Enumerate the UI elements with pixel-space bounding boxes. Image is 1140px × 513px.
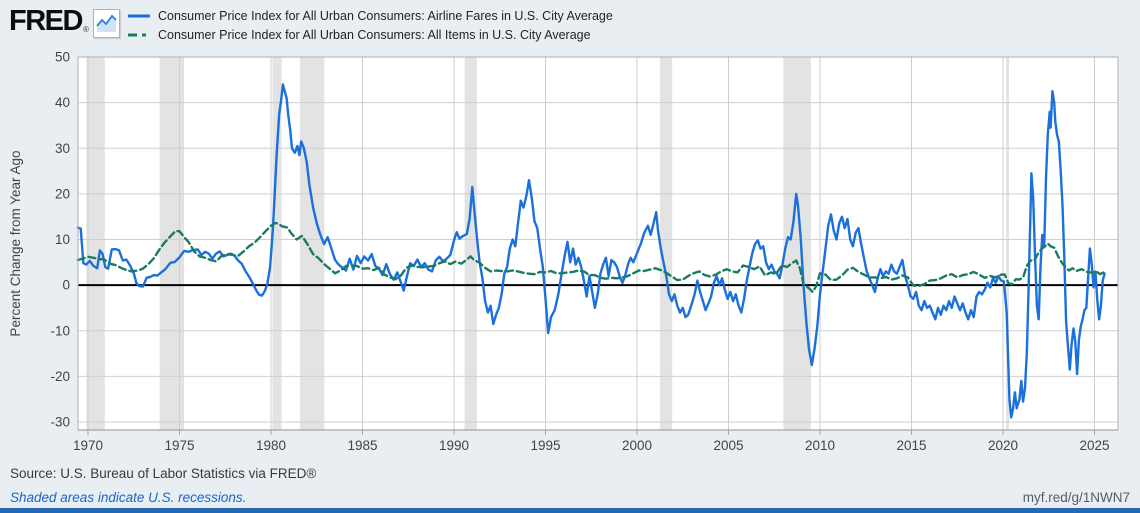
svg-text:30: 30: [55, 141, 70, 156]
svg-text:Percent Change from Year Ago: Percent Change from Year Ago: [8, 150, 23, 336]
svg-text:2005: 2005: [713, 438, 743, 453]
svg-text:2010: 2010: [805, 438, 835, 453]
legend-swatch-airline-icon: [128, 14, 150, 17]
svg-text:2015: 2015: [896, 438, 926, 453]
legend-item-airline-fares[interactable]: Consumer Price Index for All Urban Consu…: [127, 6, 613, 25]
legend-item-all-items[interactable]: Consumer Price Index for All Urban Consu…: [127, 25, 613, 44]
svg-text:0: 0: [62, 278, 70, 293]
fred-logo[interactable]: FRED ®: [9, 5, 89, 37]
svg-text:1985: 1985: [347, 438, 377, 453]
footer-accent-bar: [0, 508, 1140, 513]
short-url: myf.red/g/1NWN7: [1022, 490, 1130, 505]
svg-text:20: 20: [55, 186, 70, 201]
legend-swatch-all-items-icon: [128, 33, 150, 36]
svg-text:2020: 2020: [988, 438, 1018, 453]
svg-text:2000: 2000: [622, 438, 652, 453]
svg-text:-10: -10: [50, 323, 70, 338]
svg-text:1970: 1970: [73, 438, 103, 453]
svg-text:1975: 1975: [164, 438, 194, 453]
fred-logo-text: FRED: [9, 5, 83, 37]
svg-text:10: 10: [55, 232, 70, 247]
legend-label-airline-fares: Consumer Price Index for All Urban Consu…: [158, 8, 613, 23]
source-text: Source: U.S. Bureau of Labor Statistics …: [10, 466, 317, 481]
legend-label-all-items: Consumer Price Index for All Urban Consu…: [158, 27, 591, 42]
registered-mark: ®: [82, 25, 89, 34]
recession-note-link[interactable]: Shaded areas indicate U.S. recessions.: [10, 490, 247, 505]
legend: Consumer Price Index for All Urban Consu…: [127, 6, 613, 44]
svg-text:50: 50: [55, 50, 70, 65]
svg-text:40: 40: [55, 95, 70, 110]
chart-header: FRED ® Consumer Price Index for All Urba…: [0, 0, 1140, 52]
svg-text:1995: 1995: [530, 438, 560, 453]
svg-text:1990: 1990: [439, 438, 469, 453]
time-series-plot[interactable]: 1970 1975 1980 1985 1990 1995 2000 2005 2010 2015…: [0, 0, 1140, 460]
svg-text:-30: -30: [50, 415, 70, 430]
svg-text:2025: 2025: [1079, 438, 1109, 453]
fred-sparkline-icon: [93, 9, 120, 38]
sparkline-graphic: [96, 14, 117, 32]
svg-text:1980: 1980: [256, 438, 286, 453]
svg-text:-20: -20: [50, 369, 70, 384]
